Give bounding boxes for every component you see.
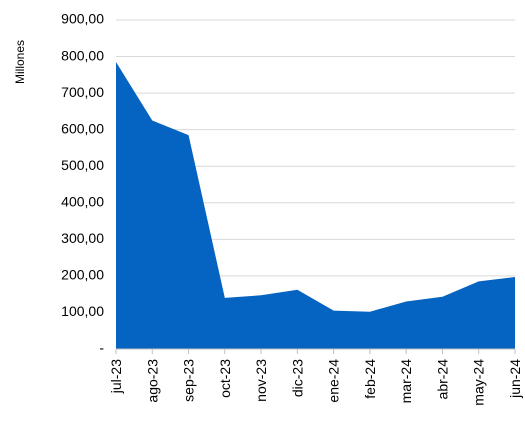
area-series [115, 62, 516, 350]
x-tick-label: ago-23 [144, 359, 160, 403]
x-tick-label: nov-23 [253, 359, 269, 402]
x-tick-label: feb-24 [362, 359, 378, 399]
x-tick-label: may-24 [471, 359, 487, 406]
y-tick-label: 300,00 [61, 230, 104, 246]
x-tick-label: dic-23 [289, 359, 305, 397]
x-tick-label: ene-24 [326, 359, 342, 403]
y-tick-label: - [99, 340, 104, 356]
y-axis-title: Millones [13, 40, 27, 84]
x-tick-label: sep-23 [181, 359, 197, 402]
y-axis-tick-labels: - 100,00 200,00 300,00 400,00 500,00 600,00 700… [61, 11, 104, 356]
x-axis-tick-labels: jul-23 ago-23 sep-23 oct-23 nov-23 dic-23 ene-… [108, 359, 523, 406]
y-tick-label: 600,00 [61, 120, 104, 136]
area-fill [116, 62, 515, 350]
x-tick-label: mar-24 [398, 359, 414, 404]
x-tick-label: oct-23 [217, 359, 233, 398]
x-tick-label: abr-24 [434, 359, 450, 400]
x-tick-label: jun-24 [507, 359, 523, 399]
y-tick-label: 800,00 [61, 47, 104, 63]
y-tick-label: 400,00 [61, 193, 104, 209]
x-tick-label: jul-23 [108, 359, 124, 394]
y-tick-label: 500,00 [61, 157, 104, 173]
y-tick-label: 100,00 [61, 303, 104, 319]
y-tick-label: 200,00 [61, 267, 104, 283]
y-tick-label: 900,00 [61, 11, 104, 27]
x-axis [115, 348, 516, 354]
y-tick-label: 700,00 [61, 84, 104, 100]
